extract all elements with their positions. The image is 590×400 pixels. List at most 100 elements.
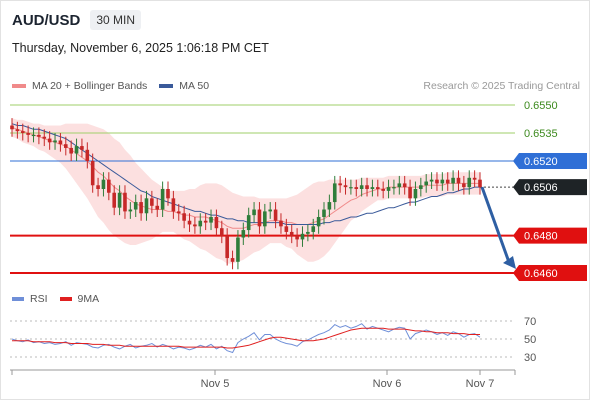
rsi-swatch-icon — [12, 297, 24, 301]
ma20-swatch-icon — [12, 84, 26, 88]
candle-body — [123, 192, 127, 212]
research-credit: Research © 2025 Trading Central — [423, 80, 580, 92]
candle-body — [193, 224, 197, 227]
candle-body — [408, 187, 412, 199]
candle-body — [386, 187, 391, 191]
candle-body — [203, 220, 208, 223]
candle-body — [20, 131, 25, 133]
candle-body — [80, 146, 84, 150]
candle-body — [209, 217, 213, 223]
legend-item-rsi-ma: 9MA — [59, 293, 100, 305]
candle-body — [397, 183, 402, 188]
candle-body — [413, 189, 418, 199]
symbol-title: AUD/USD — [12, 11, 81, 29]
candle-body — [144, 198, 149, 214]
level-tag-0.6460 — [513, 265, 587, 281]
candle-body — [273, 209, 278, 221]
candle-body — [370, 187, 375, 189]
legend-item-ma20: MA 20 + Bollinger Bands — [12, 80, 147, 92]
rsi-ma-line — [12, 327, 480, 349]
candle-body — [85, 149, 90, 161]
candle-body — [96, 185, 100, 189]
legend-rsi-label: RSI — [30, 293, 48, 305]
candle-body — [445, 179, 450, 184]
candle-body — [214, 217, 219, 229]
candle-body — [478, 179, 482, 188]
timeframe-badge[interactable]: 30 MIN — [90, 10, 142, 30]
candle-body — [375, 187, 380, 189]
candle-body — [101, 179, 106, 189]
candle-body — [354, 187, 359, 189]
bollinger-band — [12, 118, 480, 264]
candle-body — [440, 179, 445, 184]
candle-body — [257, 209, 262, 227]
candle-body — [252, 209, 256, 216]
x-tick-label: Nov 7 — [466, 378, 495, 390]
candle-body — [198, 220, 203, 227]
legend-ma20-label: MA 20 + Bollinger Bands — [32, 80, 148, 92]
candle-body — [74, 146, 79, 154]
candle-body — [359, 185, 364, 189]
rsi-tick-label: 70 — [524, 316, 536, 328]
candle-body — [69, 147, 73, 154]
rsi-legend: RSI 9MA — [12, 293, 111, 305]
ma50-swatch-icon — [159, 84, 174, 88]
x-tick-label: Nov 6 — [373, 378, 402, 390]
candle-body — [306, 231, 310, 234]
level-label-0.6480: 0.6480 — [524, 231, 558, 243]
candle-body — [295, 235, 299, 240]
candle-body — [166, 189, 170, 199]
candle-body — [332, 183, 337, 203]
candle-body — [241, 230, 246, 238]
candle-body — [230, 258, 235, 262]
forecast-arrow-line — [480, 186, 512, 266]
candle-body — [31, 134, 36, 137]
candle-body — [338, 183, 342, 186]
candle-body — [381, 189, 385, 191]
candle-body — [424, 181, 429, 186]
candle-body — [10, 125, 14, 130]
candle-body — [429, 179, 434, 182]
candle-body — [435, 179, 439, 184]
level-tag-0.6520 — [513, 153, 587, 169]
candle-body — [263, 211, 267, 227]
candle-body — [246, 215, 251, 231]
candle-body — [284, 226, 289, 232]
candle-body — [327, 202, 332, 210]
candle-body — [225, 235, 229, 259]
legend-rsi-ma-label: 9MA — [77, 293, 100, 305]
level-label-0.6460: 0.6460 — [524, 268, 558, 280]
legend-item-ma50: MA 50 — [159, 80, 209, 92]
candle-body — [279, 220, 283, 227]
candle-body — [42, 136, 47, 139]
candle-body — [139, 202, 143, 214]
chart-header: AUD/USD 30 MIN — [12, 9, 142, 31]
chart-datetime: Thursday, November 6, 2025 1:06:18 PM CE… — [12, 41, 269, 55]
candle-body — [150, 198, 154, 206]
level-label-0.6506: 0.6506 — [524, 182, 558, 194]
rsi-ma-swatch-icon — [59, 297, 72, 301]
candle-body — [289, 231, 294, 236]
candle-body — [112, 192, 117, 208]
candle-body — [349, 187, 353, 189]
candle-body — [187, 220, 192, 225]
ma50-line — [11, 123, 480, 225]
candle-body — [63, 144, 68, 148]
candle-body — [467, 177, 472, 188]
candle-body — [58, 140, 63, 145]
candle-body — [160, 189, 165, 210]
rsi-line — [11, 323, 481, 354]
forecast-arrow-head-icon — [503, 256, 516, 269]
level-label-0.6535: 0.6535 — [524, 128, 558, 140]
candle-body — [107, 179, 111, 193]
candle-body — [90, 161, 95, 186]
candle-body — [451, 177, 455, 184]
candle-body — [456, 177, 461, 184]
candle-body — [472, 177, 477, 180]
candle-body — [236, 237, 240, 262]
candle-body — [53, 140, 57, 143]
candle-body — [462, 183, 466, 188]
candle-body — [322, 209, 326, 217]
candle-body — [26, 133, 30, 135]
